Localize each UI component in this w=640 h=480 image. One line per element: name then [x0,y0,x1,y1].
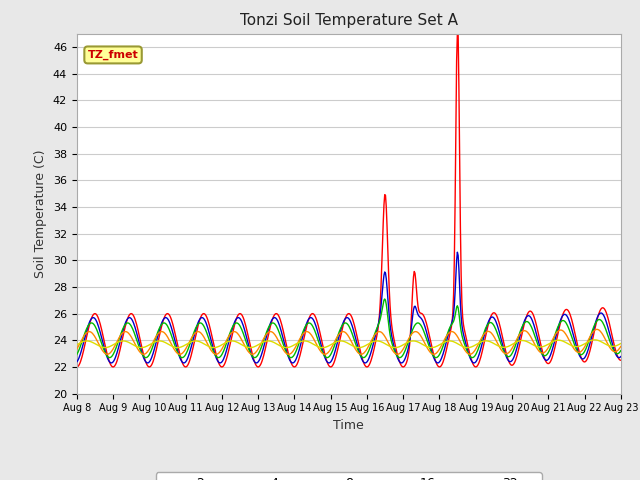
Text: TZ_fmet: TZ_fmet [88,50,138,60]
X-axis label: Time: Time [333,419,364,432]
Legend: 2cm, 4cm, 8cm, 16cm, 32cm: 2cm, 4cm, 8cm, 16cm, 32cm [156,472,541,480]
Y-axis label: Soil Temperature (C): Soil Temperature (C) [35,149,47,278]
Title: Tonzi Soil Temperature Set A: Tonzi Soil Temperature Set A [240,13,458,28]
